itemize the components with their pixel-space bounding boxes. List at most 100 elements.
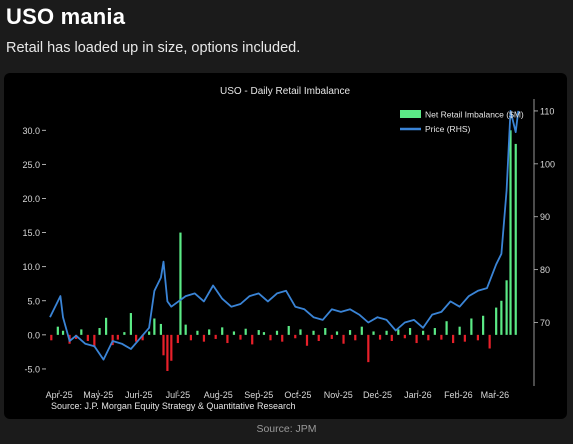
retail-imbalance-chart: USO - Daily Retail Imbalance -5.0 0.0 5.0 1… [22,86,555,411]
y-right-tick-label: 70 [540,318,550,328]
x-tick-label: May-25 [83,390,113,400]
imbalance-bar [214,334,217,339]
imbalance-bar [495,307,498,335]
imbalance-bar [176,334,179,344]
imbalance-bar [354,334,357,341]
imbalance-bar [317,334,320,341]
legend: Net Retail Imbalance ($M) Price (RHS) [400,110,524,134]
y-right-tick-label: 90 [540,212,550,222]
x-tick-label: Sep-25 [244,390,273,400]
imbalance-bar [330,334,333,339]
imbalance-bar [189,334,192,341]
imbalance-bar [159,323,162,335]
imbalance-bar [305,334,309,346]
x-tick-label: Feb-26 [444,390,473,400]
imbalance-bar [251,334,254,345]
imbalance-bar [433,328,436,335]
y-left-tick-label: 5.0 [27,296,40,306]
imbalance-bar [294,334,297,339]
imbalance-bar [427,334,430,341]
imbalance-bar [111,334,114,346]
imbalance-bar [452,334,455,344]
price-line-layer [49,110,520,361]
imbalance-bar [86,334,89,341]
y-left-axis: -5.0 0.0 5.0 10.0 15.0 20.0 25.0 30.0 [22,126,46,374]
source-note: Source: J.P. Morgan Equity Strategy & Qu… [51,401,295,411]
imbalance-bar [422,330,425,335]
imbalance-bar [153,318,156,335]
y-left-tick-label: 0.0 [27,330,40,340]
imbalance-bar [470,318,473,335]
imbalance-bar [98,328,101,335]
x-axis: Apr-25 May-25 Jun-25 Jul-25 Aug-25 Sep-25 Oct-… [46,390,509,400]
x-tick-label: Jan-26 [404,390,432,400]
imbalance-bars [50,130,517,371]
y-left-tick-label: 10.0 [22,262,40,272]
imbalance-bar [221,327,224,335]
imbalance-bar [505,280,508,335]
x-tick-label: Aug-25 [204,390,233,400]
x-tick-label: Nov-25 [324,390,353,400]
source-caption: Source: JPM [256,423,317,435]
y-right-tick-label: 80 [540,265,550,275]
imbalance-bar [312,330,315,335]
imbalance-bar [244,328,247,335]
imbalance-bar [179,232,182,335]
imbalance-bar [262,332,266,335]
imbalance-bar [348,330,352,335]
imbalance-bar [80,329,83,335]
imbalance-bar [367,334,370,363]
x-tick-label: Mar-26 [481,390,510,400]
imbalance-bar [458,326,461,335]
imbalance-bar [123,332,126,335]
imbalance-bar [74,334,78,339]
legend-bar-label: Net Retail Imbalance ($M) [425,110,524,120]
y-left-tick-label: -5.0 [24,364,40,374]
imbalance-bar [360,326,363,335]
imbalance-bar [445,321,448,335]
imbalance-bar [463,334,466,342]
imbalance-bar [50,334,53,341]
imbalance-bar [162,334,165,356]
imbalance-bar [390,334,393,341]
post-title: USO mania [6,4,126,29]
chart-card: USO - Daily Retail Imbalance -5.0 0.0 5.0 1… [4,73,567,419]
imbalance-bar [232,331,236,335]
imbalance-bar [378,334,382,340]
imbalance-bar [257,330,260,335]
imbalance-bar [342,334,345,344]
imbalance-bar [482,315,485,335]
x-tick-label: Dec-25 [363,390,392,400]
y-left-tick-label: 15.0 [22,228,40,238]
imbalance-bar [408,328,412,335]
imbalance-bar [148,331,151,335]
imbalance-bar [335,331,339,335]
legend-bar-swatch [400,110,421,118]
imbalance-bar [397,329,400,335]
legend-line-label: Price (RHS) [425,124,471,134]
imbalance-bar [135,334,138,342]
imbalance-bar [275,330,279,335]
x-tick-label: Oct-25 [284,390,311,400]
imbalance-bar [488,334,491,349]
imbalance-bar [141,334,144,341]
imbalance-bar [509,130,512,335]
y-left-tick-label: 20.0 [22,194,40,204]
imbalance-bar [324,328,327,335]
imbalance-bar [476,334,480,341]
imbalance-bar [239,334,242,340]
imbalance-bar [440,334,443,340]
imbalance-bar [500,300,503,335]
y-right-tick-label: 100 [540,159,555,169]
imbalance-bar [415,334,418,344]
imbalance-bar [287,325,290,335]
imbalance-bar [166,334,169,371]
price-line [49,110,520,361]
x-tick-label: Jul-25 [166,390,191,400]
imbalance-bar [226,334,229,344]
imbalance-bar [170,334,173,361]
y-left-tick-label: 25.0 [22,160,40,170]
post-subtitle: Retail has loaded up in size, options in… [6,40,301,56]
imbalance-bar [208,329,211,335]
imbalance-bar [104,317,108,335]
